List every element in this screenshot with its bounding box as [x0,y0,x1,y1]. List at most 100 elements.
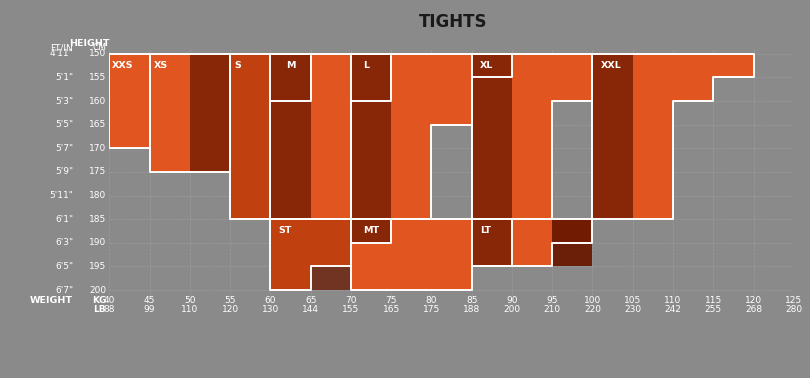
Text: 40: 40 [104,296,115,305]
Text: WEIGHT: WEIGHT [30,296,73,305]
Text: TIGHTS: TIGHTS [420,13,488,31]
Polygon shape [271,54,311,101]
Text: 60: 60 [265,296,276,305]
Polygon shape [109,54,150,149]
Text: ST: ST [279,226,292,235]
Text: XS: XS [154,61,168,70]
Text: FT/IN: FT/IN [50,43,73,53]
Text: 5'9": 5'9" [55,167,73,177]
Polygon shape [471,219,512,266]
Text: 75: 75 [386,296,397,305]
Text: 6'3": 6'3" [55,239,73,247]
Text: 120: 120 [222,305,239,314]
Polygon shape [592,54,633,219]
Text: 45: 45 [144,296,156,305]
Text: L: L [363,61,369,70]
Text: 6'1": 6'1" [55,215,73,224]
Polygon shape [351,54,512,219]
Text: 210: 210 [544,305,561,314]
Polygon shape [351,219,391,243]
Polygon shape [552,243,592,266]
Text: 160: 160 [89,97,106,105]
Text: 268: 268 [745,305,762,314]
Text: 4'11": 4'11" [49,50,73,58]
Text: M: M [287,61,296,70]
Text: 230: 230 [625,305,642,314]
Text: 130: 130 [262,305,279,314]
Text: 85: 85 [466,296,477,305]
Polygon shape [592,54,753,219]
Text: LB: LB [93,305,106,314]
Text: 70: 70 [345,296,356,305]
Polygon shape [471,54,512,77]
Text: 5'5": 5'5" [55,120,73,129]
Text: 100: 100 [584,296,601,305]
Text: 90: 90 [506,296,518,305]
Polygon shape [230,54,311,219]
Text: 175: 175 [89,167,106,177]
Text: 144: 144 [302,305,319,314]
Polygon shape [351,54,391,101]
Text: 255: 255 [705,305,722,314]
Text: 175: 175 [423,305,440,314]
Text: 5'11": 5'11" [49,191,73,200]
Text: LT: LT [480,226,491,235]
Text: 120: 120 [745,296,762,305]
Text: 65: 65 [305,296,317,305]
Text: XXS: XXS [112,61,134,70]
Text: 50: 50 [184,296,196,305]
Text: KG: KG [92,296,106,305]
Text: 115: 115 [705,296,722,305]
Text: 110: 110 [181,305,198,314]
Text: 125: 125 [785,296,803,305]
Polygon shape [471,77,512,125]
Text: 6'5": 6'5" [55,262,73,271]
Polygon shape [190,54,230,172]
Text: 280: 280 [785,305,803,314]
Text: 195: 195 [89,262,106,271]
Text: 220: 220 [584,305,601,314]
Text: 200: 200 [503,305,521,314]
Text: 170: 170 [89,144,106,153]
Polygon shape [552,219,592,266]
Polygon shape [271,101,311,219]
Polygon shape [471,219,592,266]
Text: XXL: XXL [600,61,621,70]
Text: CM: CM [92,43,106,53]
Text: 165: 165 [89,120,106,129]
Polygon shape [471,125,512,219]
Text: 188: 188 [463,305,480,314]
Text: 155: 155 [89,73,106,82]
Text: 242: 242 [664,305,681,314]
Polygon shape [271,219,391,290]
Polygon shape [351,219,512,290]
Text: 5'1": 5'1" [55,73,73,82]
Text: S: S [234,61,241,70]
Text: 150: 150 [89,50,106,58]
Text: 165: 165 [382,305,400,314]
Polygon shape [271,54,391,219]
Text: 55: 55 [224,296,236,305]
Text: 110: 110 [664,296,682,305]
Polygon shape [150,54,230,172]
Text: 5'3": 5'3" [55,97,73,105]
Polygon shape [351,101,391,219]
Text: 200: 200 [89,286,106,294]
Polygon shape [311,266,351,290]
Text: HEIGHT: HEIGHT [69,39,109,48]
Text: 95: 95 [547,296,558,305]
Text: 80: 80 [426,296,437,305]
Polygon shape [471,54,592,219]
Text: 88: 88 [104,305,115,314]
Text: 185: 185 [89,215,106,224]
Text: 99: 99 [144,305,156,314]
Text: 155: 155 [343,305,360,314]
Text: XL: XL [480,61,493,70]
Polygon shape [552,219,592,243]
Text: 105: 105 [625,296,642,305]
Text: 190: 190 [89,239,106,247]
Text: 6'7": 6'7" [55,286,73,294]
Text: 5'7": 5'7" [55,144,73,153]
Text: MT: MT [363,226,379,235]
Text: 180: 180 [89,191,106,200]
